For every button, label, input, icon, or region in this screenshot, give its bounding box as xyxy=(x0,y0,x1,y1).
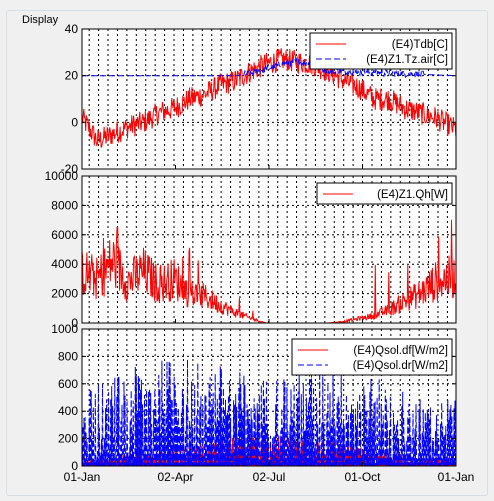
y-tick-label: 600 xyxy=(58,377,78,391)
y-tick-label: 20 xyxy=(65,69,79,83)
y-tick-label: 0 xyxy=(71,459,78,473)
chart-panel-3: 10008006004002000(E4)Qsol.df[W/m2](E4)Qs… xyxy=(51,322,474,484)
x-tick-label: 01-Jan xyxy=(438,470,475,484)
x-tick-label: 02-Apr xyxy=(157,470,193,484)
series-group xyxy=(82,359,456,466)
legend-label: (E4)Z1.Tz.air[C] xyxy=(366,54,448,66)
y-tick-label: 800 xyxy=(58,349,78,363)
legend-label: (E4)Tdb[C] xyxy=(392,39,448,51)
chart-panel-2: 10000 8000 6000 4000 2000 0 (E4)Z1.Qh[W] xyxy=(45,169,457,330)
legend: (E4)Z1.Qh[W] xyxy=(316,182,453,205)
series-line-1 xyxy=(82,48,456,148)
legend-label: (E4)Z1.Qh[W] xyxy=(377,189,448,201)
y-tick-label: -20 xyxy=(61,162,79,176)
display-panel-title: Display xyxy=(19,13,62,27)
legend: (E4)Tdb[C] (E4)Z1.Tz.air[C] xyxy=(309,32,453,70)
legend-box xyxy=(309,32,453,70)
y-tick-label: 4000 xyxy=(51,257,78,271)
x-tick-label: 01-Oct xyxy=(344,470,381,484)
y-tick-label: 200 xyxy=(58,432,78,446)
display-panel: Display xyxy=(6,10,488,496)
x-tick-label: 01-Jan xyxy=(64,470,101,484)
y-tick-label: 0 xyxy=(71,316,78,330)
legend-label: (E4)Qsol.dr[W/m2] xyxy=(353,360,448,372)
y-tick-label: 1000 xyxy=(51,322,78,336)
series-line-2 xyxy=(82,359,456,466)
series-group xyxy=(82,219,456,323)
y-tick-label: 0 xyxy=(71,115,78,129)
chart-panel-1: 40 20 0 -20 (E4)Tdb[C] (E4)Z1.Tz.air[C] xyxy=(61,22,457,176)
legend-box xyxy=(316,182,453,205)
legend: (E4)Qsol.df[W/m2] (E4)Qsol.dr[W/m2] xyxy=(291,338,453,376)
x-tick-label: 02-Jul xyxy=(253,470,286,484)
legend-box xyxy=(291,338,453,376)
series-group xyxy=(82,48,456,148)
y-tick-label: 10000 xyxy=(45,169,79,183)
y-tick-label: 40 xyxy=(65,22,79,36)
y-tick-label: 8000 xyxy=(51,198,78,212)
y-tick-label: 6000 xyxy=(51,228,78,242)
y-tick-label: 2000 xyxy=(51,287,78,301)
y-tick-label: 400 xyxy=(58,404,78,418)
legend-label: (E4)Qsol.df[W/m2] xyxy=(353,345,448,357)
series-line-1 xyxy=(82,219,456,323)
